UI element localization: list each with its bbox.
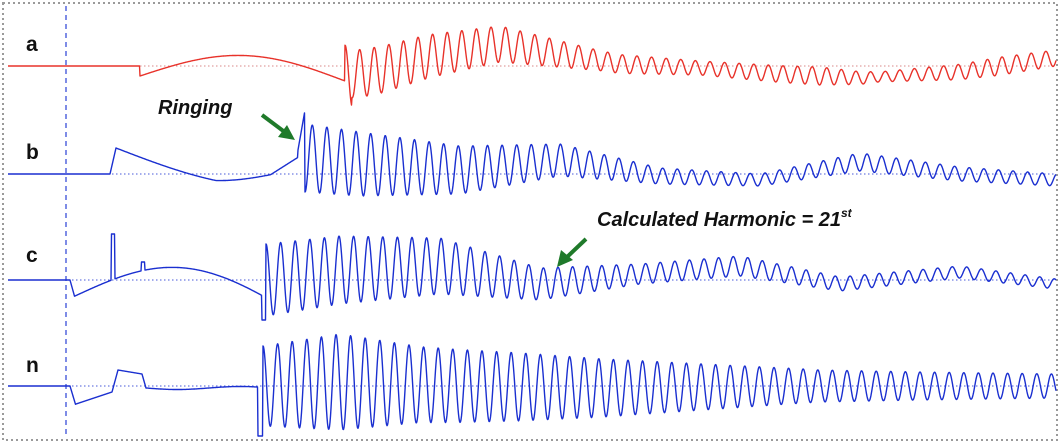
ringing-annotation: Ringing — [158, 97, 232, 119]
trace-label-n: n — [26, 354, 39, 377]
harmonic-annotation-text: Calculated Harmonic = 21 — [597, 209, 841, 231]
trace-n — [7, 333, 1057, 437]
trace-label-b: b — [26, 141, 39, 164]
trace-a — [7, 26, 1057, 106]
trace-label-c: c — [26, 244, 38, 267]
harmonic-annotation-superscript: st — [841, 206, 853, 220]
trace-label-a: a — [26, 33, 38, 56]
ringing-arrow — [260, 113, 295, 140]
harmonic-arrow — [557, 237, 588, 267]
harmonic-annotation: Calculated Harmonic = 21st — [597, 206, 853, 231]
trace-b — [7, 112, 1057, 197]
trace-c — [7, 233, 1057, 321]
